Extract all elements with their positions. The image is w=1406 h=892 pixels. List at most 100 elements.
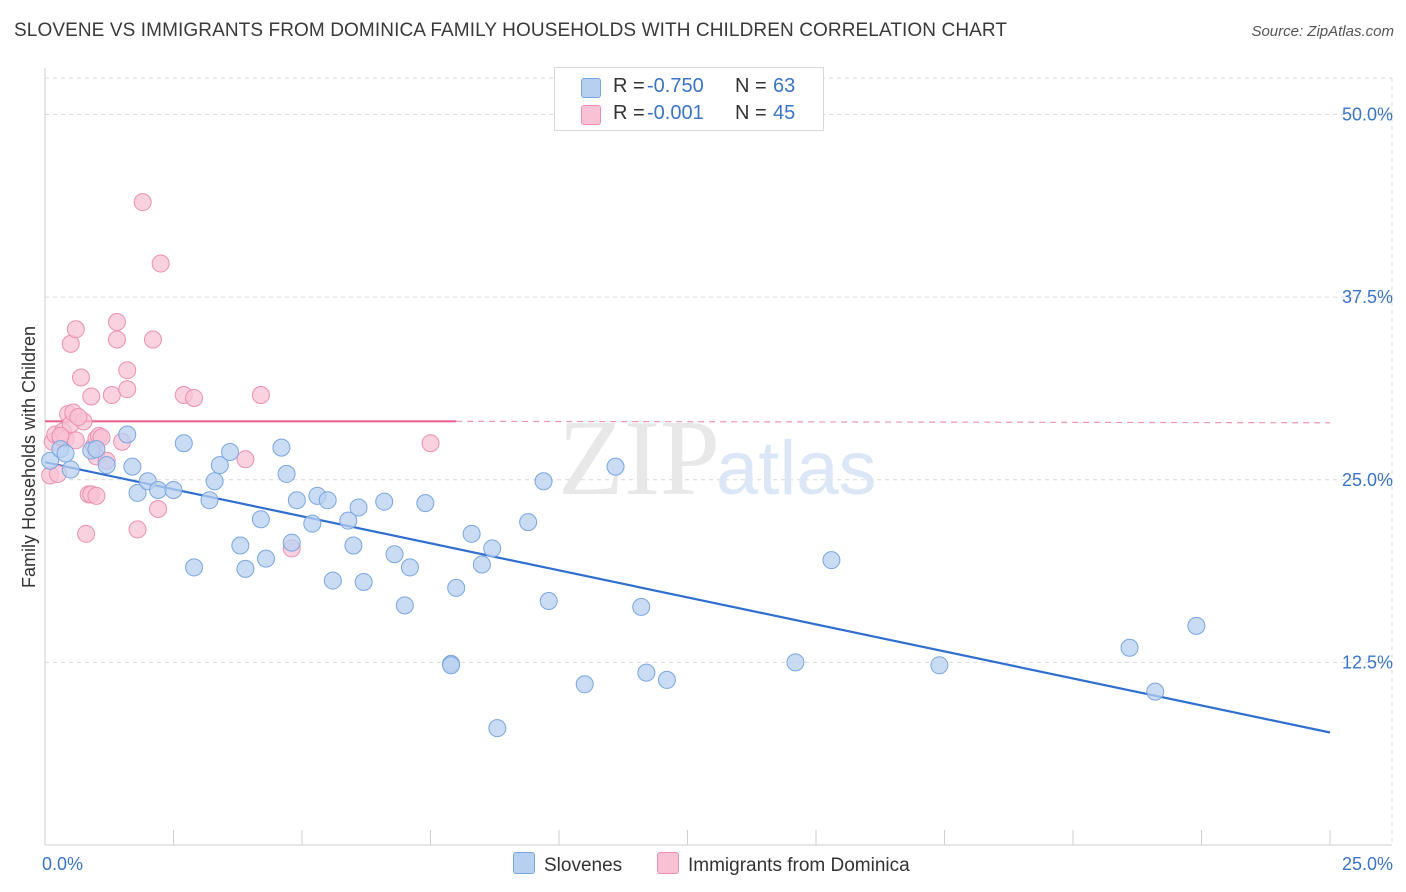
dominica-point bbox=[185, 388, 204, 407]
slovenes-swatch bbox=[581, 78, 601, 98]
slovene-point bbox=[272, 438, 291, 457]
dominica-legend-label: Immigrants from Dominica bbox=[688, 855, 910, 876]
slovene-point bbox=[400, 558, 419, 577]
slovene-point bbox=[632, 597, 651, 616]
slovene-point bbox=[462, 524, 481, 543]
dominica-point bbox=[251, 386, 270, 405]
slovene-point bbox=[128, 483, 147, 502]
x-tick-labels: 0.0% 25.0% bbox=[42, 854, 1393, 874]
slovene-point bbox=[41, 451, 60, 470]
source-label: Source: ZipAtlas.com bbox=[1251, 23, 1394, 40]
trend-lines bbox=[44, 420, 1331, 734]
slovene-point bbox=[1120, 638, 1139, 657]
x-tick-label-max: 25.0% bbox=[1342, 854, 1393, 874]
slovene-point bbox=[97, 456, 116, 475]
slovene-point bbox=[534, 472, 553, 491]
slovene-point bbox=[344, 536, 363, 555]
dominica-point bbox=[69, 407, 88, 426]
y-tick-label: 25.0% bbox=[1342, 470, 1393, 490]
slovene-point bbox=[519, 513, 538, 532]
slovene-point bbox=[221, 443, 240, 462]
dominica-point bbox=[71, 368, 90, 387]
slovenes-legend-swatch bbox=[513, 852, 535, 874]
slovene-point bbox=[539, 592, 558, 611]
legend-n-value: 45 bbox=[773, 102, 796, 124]
slovene-point bbox=[442, 656, 461, 675]
slovene-point bbox=[231, 536, 250, 555]
legend: R = -0.750 N = 63 R = -0.001 N = 45 bbox=[554, 67, 824, 131]
slovene-point bbox=[87, 440, 106, 459]
slovene-point bbox=[200, 491, 219, 510]
slovene-point bbox=[257, 549, 276, 568]
slovene-point bbox=[61, 460, 80, 479]
slovene-point bbox=[483, 539, 502, 558]
watermark-atlas: atlas bbox=[716, 426, 877, 511]
slovene-point bbox=[657, 670, 676, 689]
dominica-point bbox=[118, 361, 137, 380]
slovene-point bbox=[251, 510, 270, 529]
dominica-trend-line-extension bbox=[456, 420, 1331, 424]
slovene-point bbox=[318, 491, 337, 510]
slovene-point bbox=[210, 456, 229, 475]
y-tick-label: 50.0% bbox=[1342, 105, 1393, 125]
slovene-point bbox=[277, 464, 296, 483]
slovene-point bbox=[575, 675, 594, 694]
chart-title: SLOVENE VS IMMIGRANTS FROM DOMINICA FAMI… bbox=[14, 20, 1008, 41]
y-axis-label: Family Households with Children bbox=[19, 326, 39, 588]
dominica-point bbox=[151, 254, 170, 273]
legend-row-dominica: R = -0.001 N = 45 bbox=[555, 100, 823, 128]
dominica-point bbox=[149, 499, 168, 518]
dominica-point bbox=[107, 312, 126, 331]
dominica-point bbox=[143, 330, 162, 349]
legend-r-value: -0.001 bbox=[647, 102, 704, 124]
dominica-point bbox=[87, 486, 106, 505]
slovene-point bbox=[323, 571, 342, 590]
slovenes-legend-label: Slovenes bbox=[544, 855, 623, 876]
slovene-point bbox=[395, 596, 414, 615]
y-tick-labels: 12.5% 25.0% 37.5% 50.0% bbox=[1342, 105, 1393, 673]
slovene-point bbox=[287, 491, 306, 510]
slovene-point bbox=[822, 551, 841, 570]
dominica-point bbox=[128, 520, 147, 539]
slovene-point bbox=[123, 457, 142, 476]
dominica-point bbox=[118, 380, 137, 399]
x-tick-label-min: 0.0% bbox=[42, 854, 83, 874]
legend-r-label: R = bbox=[613, 75, 645, 97]
slovene-point bbox=[1187, 616, 1206, 635]
bottom-legend-slovenes: Slovenes bbox=[513, 852, 622, 877]
legend-r-value: -0.750 bbox=[647, 75, 704, 97]
slovene-point bbox=[385, 545, 404, 564]
slovene-point bbox=[375, 492, 394, 511]
slovene-point bbox=[1146, 682, 1165, 701]
dominica-point bbox=[66, 320, 85, 339]
dominica-point bbox=[77, 524, 96, 543]
dominica-swatch bbox=[581, 105, 601, 125]
slovene-point bbox=[786, 653, 805, 672]
slovene-point bbox=[339, 511, 358, 530]
legend-n-value: 63 bbox=[773, 75, 796, 97]
dominica-point bbox=[102, 386, 121, 405]
dominica-point bbox=[421, 434, 440, 453]
slovene-point bbox=[637, 663, 656, 682]
dominica-point bbox=[107, 330, 126, 349]
dominica-point bbox=[82, 387, 101, 406]
slovene-point bbox=[164, 480, 183, 499]
legend-row-slovenes: R = -0.750 N = 63 bbox=[555, 73, 823, 101]
slovene-point bbox=[930, 656, 949, 675]
slovene-point bbox=[472, 555, 491, 574]
slovene-point bbox=[205, 472, 224, 491]
slovene-point bbox=[149, 480, 168, 499]
slovene-point bbox=[185, 558, 204, 577]
bottom-legend-dominica: Immigrants from Dominica bbox=[657, 852, 910, 877]
slovene-point bbox=[236, 559, 255, 578]
slovene-point bbox=[354, 573, 373, 592]
slovene-point bbox=[349, 498, 368, 517]
data-points bbox=[41, 193, 1206, 738]
legend-r-label: R = bbox=[613, 102, 645, 124]
dominica-legend-swatch bbox=[657, 852, 679, 874]
slovene-point bbox=[447, 578, 466, 597]
slovene-point bbox=[118, 425, 137, 444]
slovene-trend-line bbox=[44, 461, 1331, 734]
dominica-point bbox=[133, 193, 152, 212]
